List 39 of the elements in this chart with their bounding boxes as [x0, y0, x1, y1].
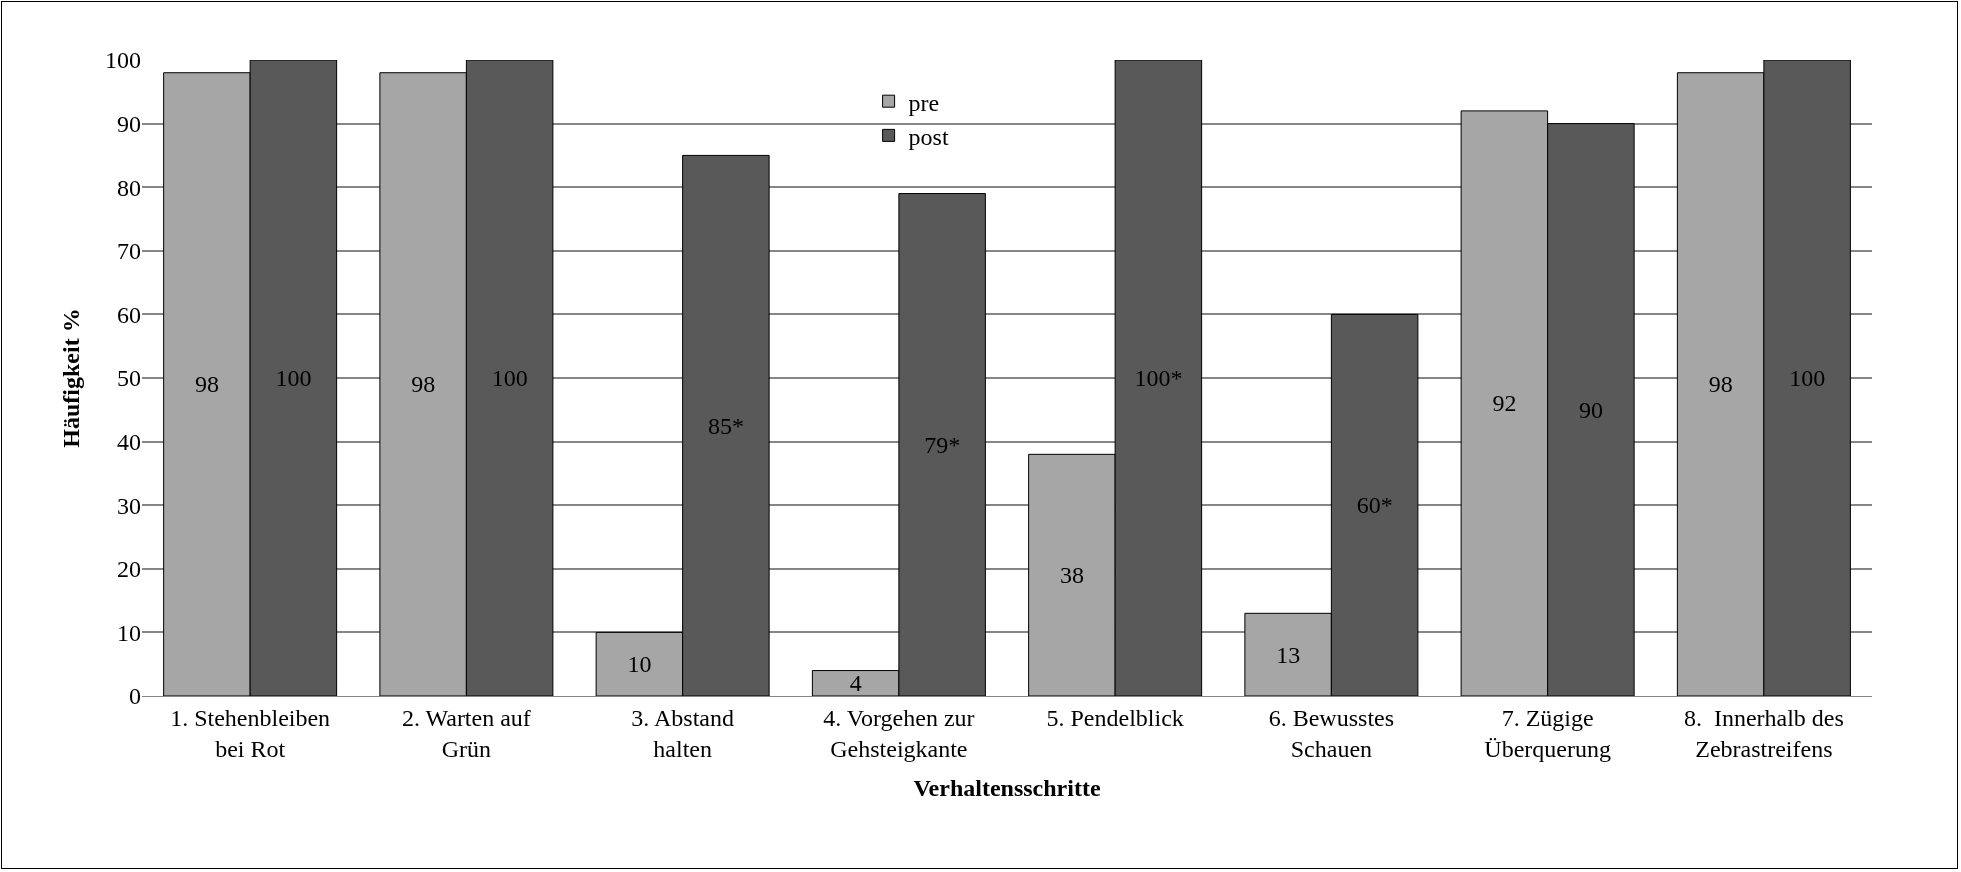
- data-label: 100: [275, 365, 312, 391]
- y-tick-label: 20: [117, 556, 141, 583]
- y-tick-label: 90: [117, 111, 141, 137]
- y-tick-label: 0: [129, 683, 141, 710]
- y-tick-label: 70: [117, 238, 141, 265]
- y-tick-label: 30: [117, 492, 141, 519]
- data-label: 13: [1276, 641, 1301, 668]
- y-tick-label: 50: [117, 365, 141, 392]
- x-tick-label: 4. Vorgehen zur Gehsteigkante: [823, 704, 975, 762]
- x-tick-label: 2. Warten auf Grün: [401, 704, 531, 762]
- x-tick-label: 5. Pendelblick: [1046, 704, 1184, 731]
- data-label: 85*: [707, 412, 744, 439]
- data-label: 38: [1059, 562, 1084, 589]
- y-tick-label: 80: [117, 174, 141, 201]
- legend-label: pre: [908, 89, 940, 116]
- y-tick-label: 100: [105, 47, 141, 74]
- x-tick-label: 3. Abstand halten: [631, 704, 734, 762]
- data-label: 98: [411, 371, 436, 398]
- x-tick-label: 8. Innerhalb des Zebrastreifens: [1683, 704, 1844, 762]
- y-tick-label: 10: [117, 619, 141, 646]
- data-label: 100: [1789, 365, 1826, 391]
- x-tick-label: 1. Stehenbleiben bei Rot: [170, 704, 331, 762]
- y-axis-title: Häufigkeit %: [58, 308, 85, 448]
- data-label: 92: [1492, 390, 1517, 417]
- y-tick-label: 40: [117, 429, 141, 455]
- data-label: 79*: [924, 431, 961, 458]
- data-label: 10: [627, 651, 652, 678]
- data-label: 90: [1578, 396, 1603, 423]
- x-tick-label: 6. Bewusstes Schauen: [1268, 704, 1395, 762]
- data-label: 98: [194, 371, 219, 398]
- x-axis-title: Verhaltensschritte: [913, 775, 1101, 802]
- x-tick-label: 7. Zügige Überquerung: [1484, 704, 1611, 762]
- legend-label: post: [908, 123, 949, 150]
- data-label: 100: [491, 365, 528, 391]
- data-label: 60*: [1356, 492, 1393, 519]
- data-label: 100*: [1134, 365, 1183, 391]
- y-tick-label: 60: [117, 301, 141, 328]
- data-label: 4: [849, 670, 862, 697]
- data-label: 98: [1708, 371, 1733, 398]
